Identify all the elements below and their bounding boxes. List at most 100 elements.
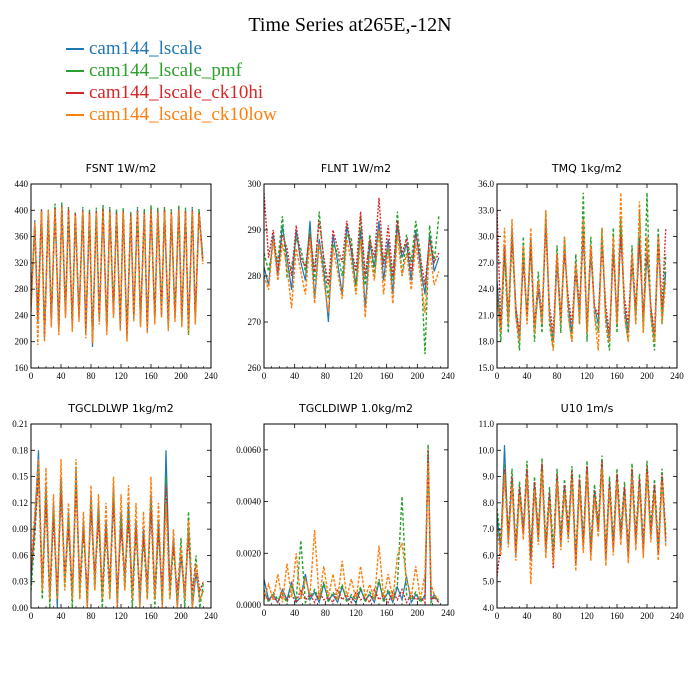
subplot-title: FSNT 1W/m2 (86, 162, 157, 175)
series-line (264, 462, 440, 603)
subplot: FLNT 1W/m2 0 40 80 120 160 200 240 260 270 280 290 3… (248, 162, 456, 381)
y-tick-label: 0.09 (12, 524, 28, 534)
y-tick-label: 24.0 (478, 284, 494, 294)
x-tick-label: 200 (640, 611, 654, 621)
y-tick-label: 7.0 (483, 524, 495, 534)
series-line (497, 468, 667, 585)
subplot-title: TGCLDLWP 1kg/m2 (67, 402, 173, 415)
subplot-title: TGCLDIWP 1.0kg/m2 (298, 402, 413, 415)
x-tick-label: 160 (380, 371, 394, 381)
y-tick-label: 280 (248, 271, 262, 281)
x-tick-label: 120 (349, 608, 363, 618)
y-tick-label: 33.0 (478, 205, 494, 215)
y-tick-label: 15.0 (478, 363, 494, 373)
x-tick-label: 80 (321, 608, 331, 618)
series-line (264, 220, 440, 323)
x-tick-label: 80 (87, 371, 97, 381)
x-tick-label: 240 (204, 371, 218, 381)
subplot: FSNT 1W/m2 0 40 80 120 160 200 240 160 200 240 280 3… (15, 162, 219, 381)
series-group (264, 444, 440, 605)
legend-item: cam144_lscale (66, 38, 277, 60)
x-tick-label: 240 (441, 371, 455, 381)
x-tick-label: 120 (114, 611, 128, 621)
x-tick-label: 80 (87, 611, 97, 621)
series-group (31, 450, 205, 608)
y-tick-label: 300 (248, 179, 262, 189)
y-tick-label: 10.0 (478, 445, 494, 455)
y-tick-label: 360 (15, 232, 29, 242)
legend-swatch (66, 70, 84, 72)
y-tick-label: 8.0 (483, 498, 495, 508)
x-tick-label: 160 (144, 611, 158, 621)
subplot: TMQ 1kg/m2 0 40 80 120 160 200 240 15.0 18.0 21.0 2… (478, 162, 684, 381)
x-tick-label: 120 (349, 371, 363, 381)
series-group (497, 444, 667, 585)
x-tick-label: 40 (57, 371, 67, 381)
y-tick-label: 0.21 (12, 419, 28, 429)
x-tick-label: 40 (523, 611, 533, 621)
legend-label: cam144_lscale (89, 38, 202, 59)
legend: cam144_lscale cam144_lscale_pmf cam144_l… (66, 38, 277, 126)
x-tick-label: 0 (262, 608, 267, 618)
chart-title: Time Series at265E,-12N (248, 14, 452, 36)
y-tick-label: 36.0 (478, 179, 494, 189)
y-tick-label: 0.06 (12, 550, 28, 560)
y-tick-label: 27.0 (478, 258, 494, 268)
legend-label: cam144_lscale_ck10low (89, 104, 277, 125)
legend-swatch (66, 114, 84, 116)
y-tick-label: 11.0 (479, 419, 495, 429)
y-tick-label: 30.0 (478, 232, 494, 242)
x-tick-label: 40 (290, 608, 300, 618)
subplot: U10 1m/s 0 40 80 120 160 200 240 4.0 5.0 6.0 7.0 8.0… (478, 402, 684, 621)
x-tick-label: 80 (553, 611, 563, 621)
x-tick-label: 40 (57, 611, 67, 621)
y-tick-label: 0.00 (12, 603, 28, 613)
x-tick-label: 240 (204, 611, 218, 621)
y-tick-label: 9.0 (483, 472, 495, 482)
x-tick-label: 160 (610, 611, 624, 621)
series-group (264, 193, 440, 355)
x-tick-label: 200 (640, 371, 654, 381)
subplot: TGCLDIWP 1.0kg/m2 0 40 80 120 160 200 240 0.0000… (236, 402, 455, 618)
y-tick-label: 4.0 (483, 603, 495, 613)
legend-swatch (66, 92, 84, 94)
y-tick-label: 160 (15, 363, 29, 373)
y-tick-label: 6.0 (483, 550, 495, 560)
y-tick-label: 0.12 (12, 498, 28, 508)
y-tick-label: 18.0 (478, 337, 494, 347)
subplot: TGCLDLWP 1kg/m2 0 40 80 120 160 200 240 0.00 0.03… (12, 402, 218, 621)
y-tick-label: 260 (248, 363, 262, 373)
x-tick-label: 120 (580, 371, 594, 381)
y-tick-label: 0.0000 (236, 600, 261, 610)
x-tick-label: 120 (114, 371, 128, 381)
x-tick-label: 160 (610, 371, 624, 381)
subplot-title: U10 1m/s (561, 402, 614, 415)
x-tick-label: 0 (262, 371, 267, 381)
subplot-title: TMQ 1kg/m2 (551, 162, 622, 175)
legend-item: cam144_lscale_ck10hi (66, 82, 277, 104)
series-group (31, 202, 204, 348)
series-line (264, 229, 440, 318)
x-tick-label: 200 (174, 371, 188, 381)
y-tick-label: 0.0040 (236, 497, 261, 507)
x-tick-label: 240 (670, 371, 684, 381)
x-tick-label: 0 (29, 371, 34, 381)
y-tick-label: 440 (15, 179, 29, 189)
series-line (264, 444, 440, 605)
y-tick-label: 270 (248, 317, 262, 327)
x-tick-label: 160 (380, 608, 394, 618)
legend-swatch (66, 48, 84, 50)
y-tick-label: 0.15 (12, 472, 28, 482)
series-line (497, 192, 667, 351)
x-tick-label: 0 (495, 611, 500, 621)
x-tick-label: 40 (523, 371, 533, 381)
x-tick-label: 240 (441, 608, 455, 618)
y-tick-label: 290 (248, 225, 262, 235)
series-line (264, 449, 440, 605)
x-tick-label: 240 (670, 611, 684, 621)
x-tick-label: 200 (411, 371, 425, 381)
legend-item: cam144_lscale_ck10low (66, 104, 277, 126)
plot-frame (263, 423, 449, 606)
legend-label: cam144_lscale_ck10hi (89, 82, 264, 103)
